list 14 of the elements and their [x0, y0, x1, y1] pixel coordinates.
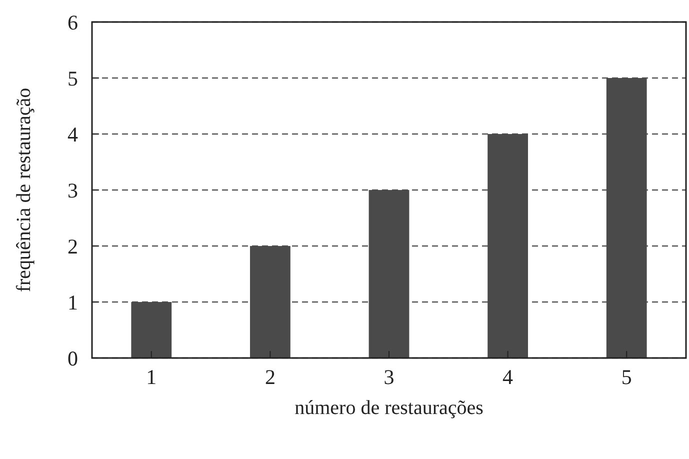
y-tick-label: 2	[68, 234, 78, 258]
y-tick-label: 0	[68, 346, 78, 370]
y-tick-label: 1	[68, 290, 78, 314]
y-tick-label: 5	[68, 66, 78, 90]
x-tick-label: 2	[264, 365, 276, 389]
y-tick-label: 4	[68, 122, 78, 146]
x-tick-label: 5	[621, 365, 632, 389]
y-tick-label: 6	[68, 10, 78, 34]
y-tick-label: 3	[68, 178, 78, 202]
y-axis-title: frequência de restauração	[13, 88, 35, 292]
x-tick-label: 3	[384, 365, 394, 389]
x-tick-label: 4	[502, 365, 514, 389]
x-tick-label: 1	[146, 365, 157, 389]
x-axis-title: número de restaurações	[294, 397, 484, 419]
